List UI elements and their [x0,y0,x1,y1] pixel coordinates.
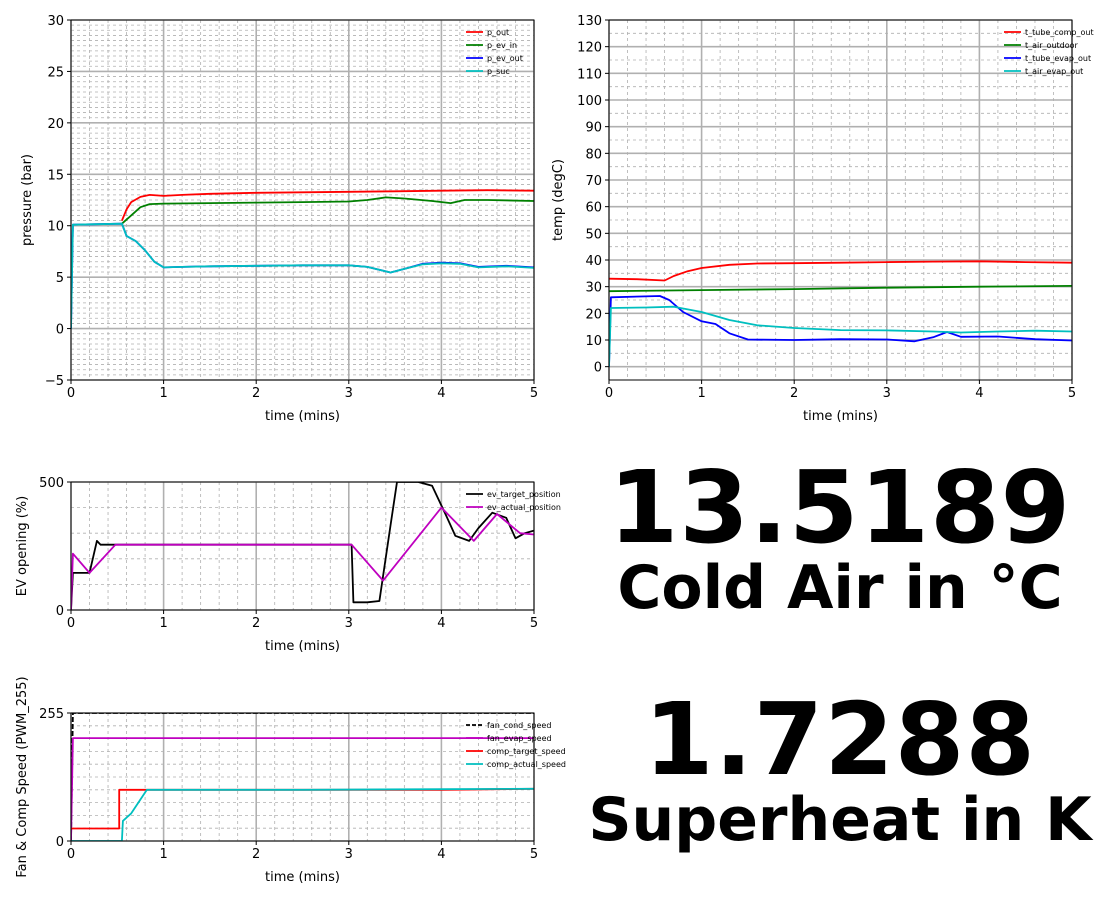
x-tick-label: 3 [345,616,353,631]
x-tick-label: 0 [605,386,613,401]
legend-label-ev_actual_position: ev_actual_position [487,503,561,512]
x-tick-label: 1 [159,386,167,401]
x-axis-label: time (mins) [265,639,340,654]
cold-air-label: Cold Air in °C [580,558,1100,618]
y-tick-label: 80 [585,147,602,162]
y-tick-label: 15 [47,168,64,183]
y-tick-label: 70 [585,174,602,189]
x-tick-label: 4 [437,386,445,401]
y-tick-label: 50 [585,227,602,242]
y-tick-label: 20 [47,117,64,132]
x-tick-label: 1 [159,847,167,862]
x-tick-label: 1 [697,386,705,401]
chart-2: 0 1 2 3 4 50102030405060708090100110120130tim… [551,14,1094,424]
axes-frame [71,482,534,610]
y-tick-label: 0 [56,323,64,338]
y-tick-label: 60 [585,201,602,216]
x-tick-label: 0 [67,847,75,862]
cold-air-readout: 13.5189 Cold Air in °C [580,458,1100,618]
series-line-ev_target_position [71,482,534,610]
y-tick-label: 10 [47,220,64,235]
y-axis-label: Fan & Comp Speed (PWM_255) [15,676,30,877]
chart-4: 0 1 2 3 4 5 0 255 time (mins) Fan & Comp Speed (P… [15,676,566,885]
series-line-ev_actual_position [71,508,534,610]
superheat-label: Superheat in K [580,790,1100,850]
x-tick-label: 0 [67,616,75,631]
y-tick-label: 120 [577,41,602,56]
y-tick-label: 0 [594,361,602,376]
y-axis-label: pressure (bar) [20,154,35,246]
superheat-value: 1.7288 [580,690,1100,790]
y-tick-label: 10 [585,334,602,349]
x-tick-label: 4 [437,847,445,862]
chart-3: 0 1 2 3 4 5 0 500 time (mins) EV opening (%) ev_ta… [15,476,561,654]
y-tick-label: 100 [577,94,602,109]
x-tick-label: 4 [437,616,445,631]
legend-label-comp_actual_speed: comp_actual_speed [487,760,566,769]
series-line-p_suc [71,224,534,329]
legend-label-fan_evap_speed: fan_evap_speed [487,734,552,743]
x-tick-label: 0 [67,386,75,401]
y-tick-label: 25 [47,65,64,80]
x-tick-label: 2 [252,386,260,401]
y-tick-label: 0 [56,604,64,619]
y-tick-label: 0 [56,835,64,850]
legend-label-comp_target_speed: comp_target_speed [487,747,566,756]
y-axis-label: temp (degC) [551,159,566,241]
y-tick-label: 500 [39,476,64,491]
y-tick-label: 30 [47,14,64,29]
series-line-p_ev_out [71,224,534,329]
series-line-p_out [122,190,534,220]
y-tick-label: 130 [577,14,602,29]
legend-label-fan_cond_speed: fan_cond_speed [487,721,551,730]
x-tick-label: 2 [252,616,260,631]
series-line-comp_target_speed [71,789,534,829]
x-tick-label: 3 [345,386,353,401]
y-tick-label: 255 [39,707,64,722]
x-axis-label: time (mins) [265,409,340,424]
y-tick-label: 110 [577,67,602,82]
legend-label-p_ev_out: p_ev_out [487,54,523,63]
y-tick-label: 30 [585,281,602,296]
y-tick-label: 5 [56,271,64,286]
legend-label-t_air_outdoor: t_air_outdoor [1025,41,1079,50]
x-tick-label: 1 [159,616,167,631]
x-tick-label: 3 [883,386,891,401]
legend-label-t_tube_evap_out: t_tube_evap_out [1025,54,1091,63]
y-axis-label: EV opening (%) [15,496,30,596]
x-tick-label: 2 [790,386,798,401]
legend-label-p_out: p_out [487,28,509,37]
legend-label-p_suc: p_suc [487,67,510,76]
x-axis-label: time (mins) [803,409,878,424]
legend-label-ev_target_position: ev_target_position [487,490,561,499]
y-tick-label: 90 [585,121,602,136]
x-tick-label: 5 [1068,386,1076,401]
x-tick-label: 4 [975,386,983,401]
series-line-comp_actual_speed [71,789,534,841]
x-tick-label: 5 [530,847,538,862]
y-tick-label: 20 [585,307,602,322]
superheat-readout: 1.7288 Superheat in K [580,690,1100,850]
series-line-p_ev_in [122,197,534,223]
cold-air-value: 13.5189 [580,458,1100,558]
x-tick-label: 3 [345,847,353,862]
legend-label-p_ev_in: p_ev_in [487,41,517,50]
x-axis-label: time (mins) [265,870,340,885]
x-tick-label: 5 [530,616,538,631]
x-tick-label: 5 [530,386,538,401]
series-line-t_tube_comp_out [609,261,1072,280]
legend-label-t_air_evap_out: t_air_evap_out [1025,67,1083,76]
y-tick-label: −5 [45,374,64,389]
y-tick-label: 40 [585,254,602,269]
axes-frame [71,713,534,841]
series-line-fan_cond_speed [71,713,534,841]
x-tick-label: 2 [252,847,260,862]
legend-label-t_tube_comp_out: t_tube_comp_out [1025,28,1094,37]
